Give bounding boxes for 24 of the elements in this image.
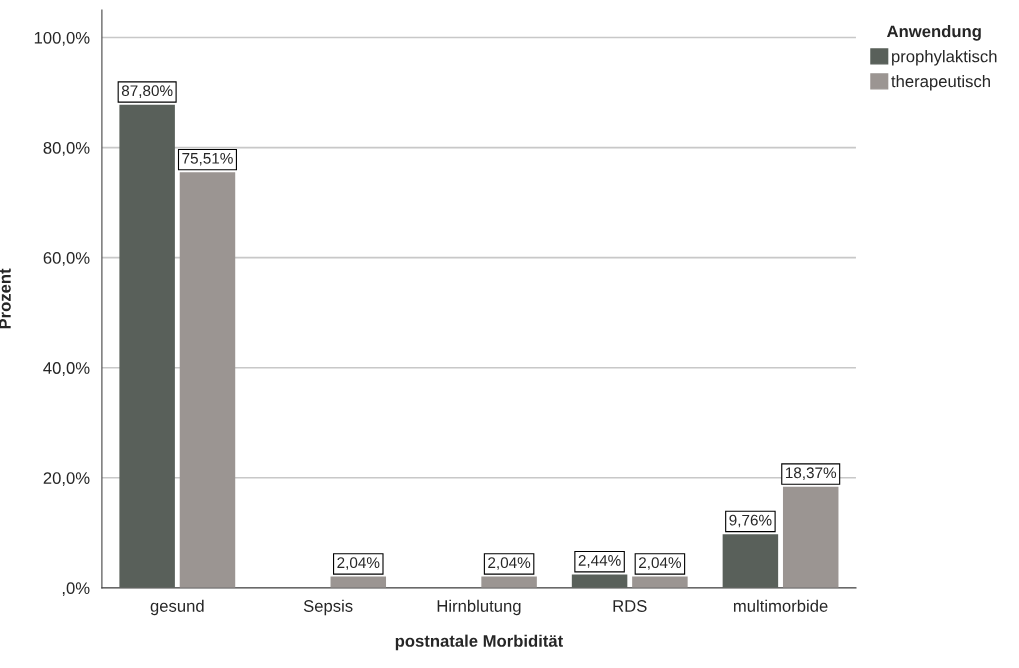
- x-axis-title: postnatale Morbidität: [395, 634, 563, 651]
- y-tick-label: ,0%: [62, 582, 90, 597]
- x-tick-label: Hirnblutung: [437, 599, 521, 616]
- y-tick-label: 80,0%: [43, 142, 90, 156]
- y-tick-label: 40,0%: [43, 362, 90, 376]
- data-label: 18,37%: [785, 467, 837, 480]
- data-label: 2,04%: [488, 557, 531, 570]
- y-tick-label: 60,0%: [43, 252, 90, 266]
- data-label: 2,44%: [578, 555, 621, 568]
- y-tick-label: 20,0%: [43, 472, 90, 486]
- x-tick-label: multimorbide: [733, 599, 828, 612]
- x-tick-label: Sepsis: [303, 599, 353, 616]
- data-label: 87,80%: [121, 85, 173, 98]
- data-label: 2,04%: [337, 557, 380, 570]
- x-tick-label: RDS: [613, 600, 647, 612]
- legend-label: prophylaktisch: [892, 50, 997, 66]
- y-axis-title: Prozent: [0, 268, 11, 329]
- legend-label: therapeutisch: [891, 75, 990, 91]
- y-tick-label: 100,0%: [34, 31, 90, 46]
- data-label: 2,04%: [639, 557, 682, 570]
- x-tick-label: gesund: [150, 599, 204, 616]
- data-label: 75,51%: [182, 152, 233, 166]
- data-label: 9,76%: [729, 514, 772, 528]
- legend-title: Anwendung: [886, 25, 981, 41]
